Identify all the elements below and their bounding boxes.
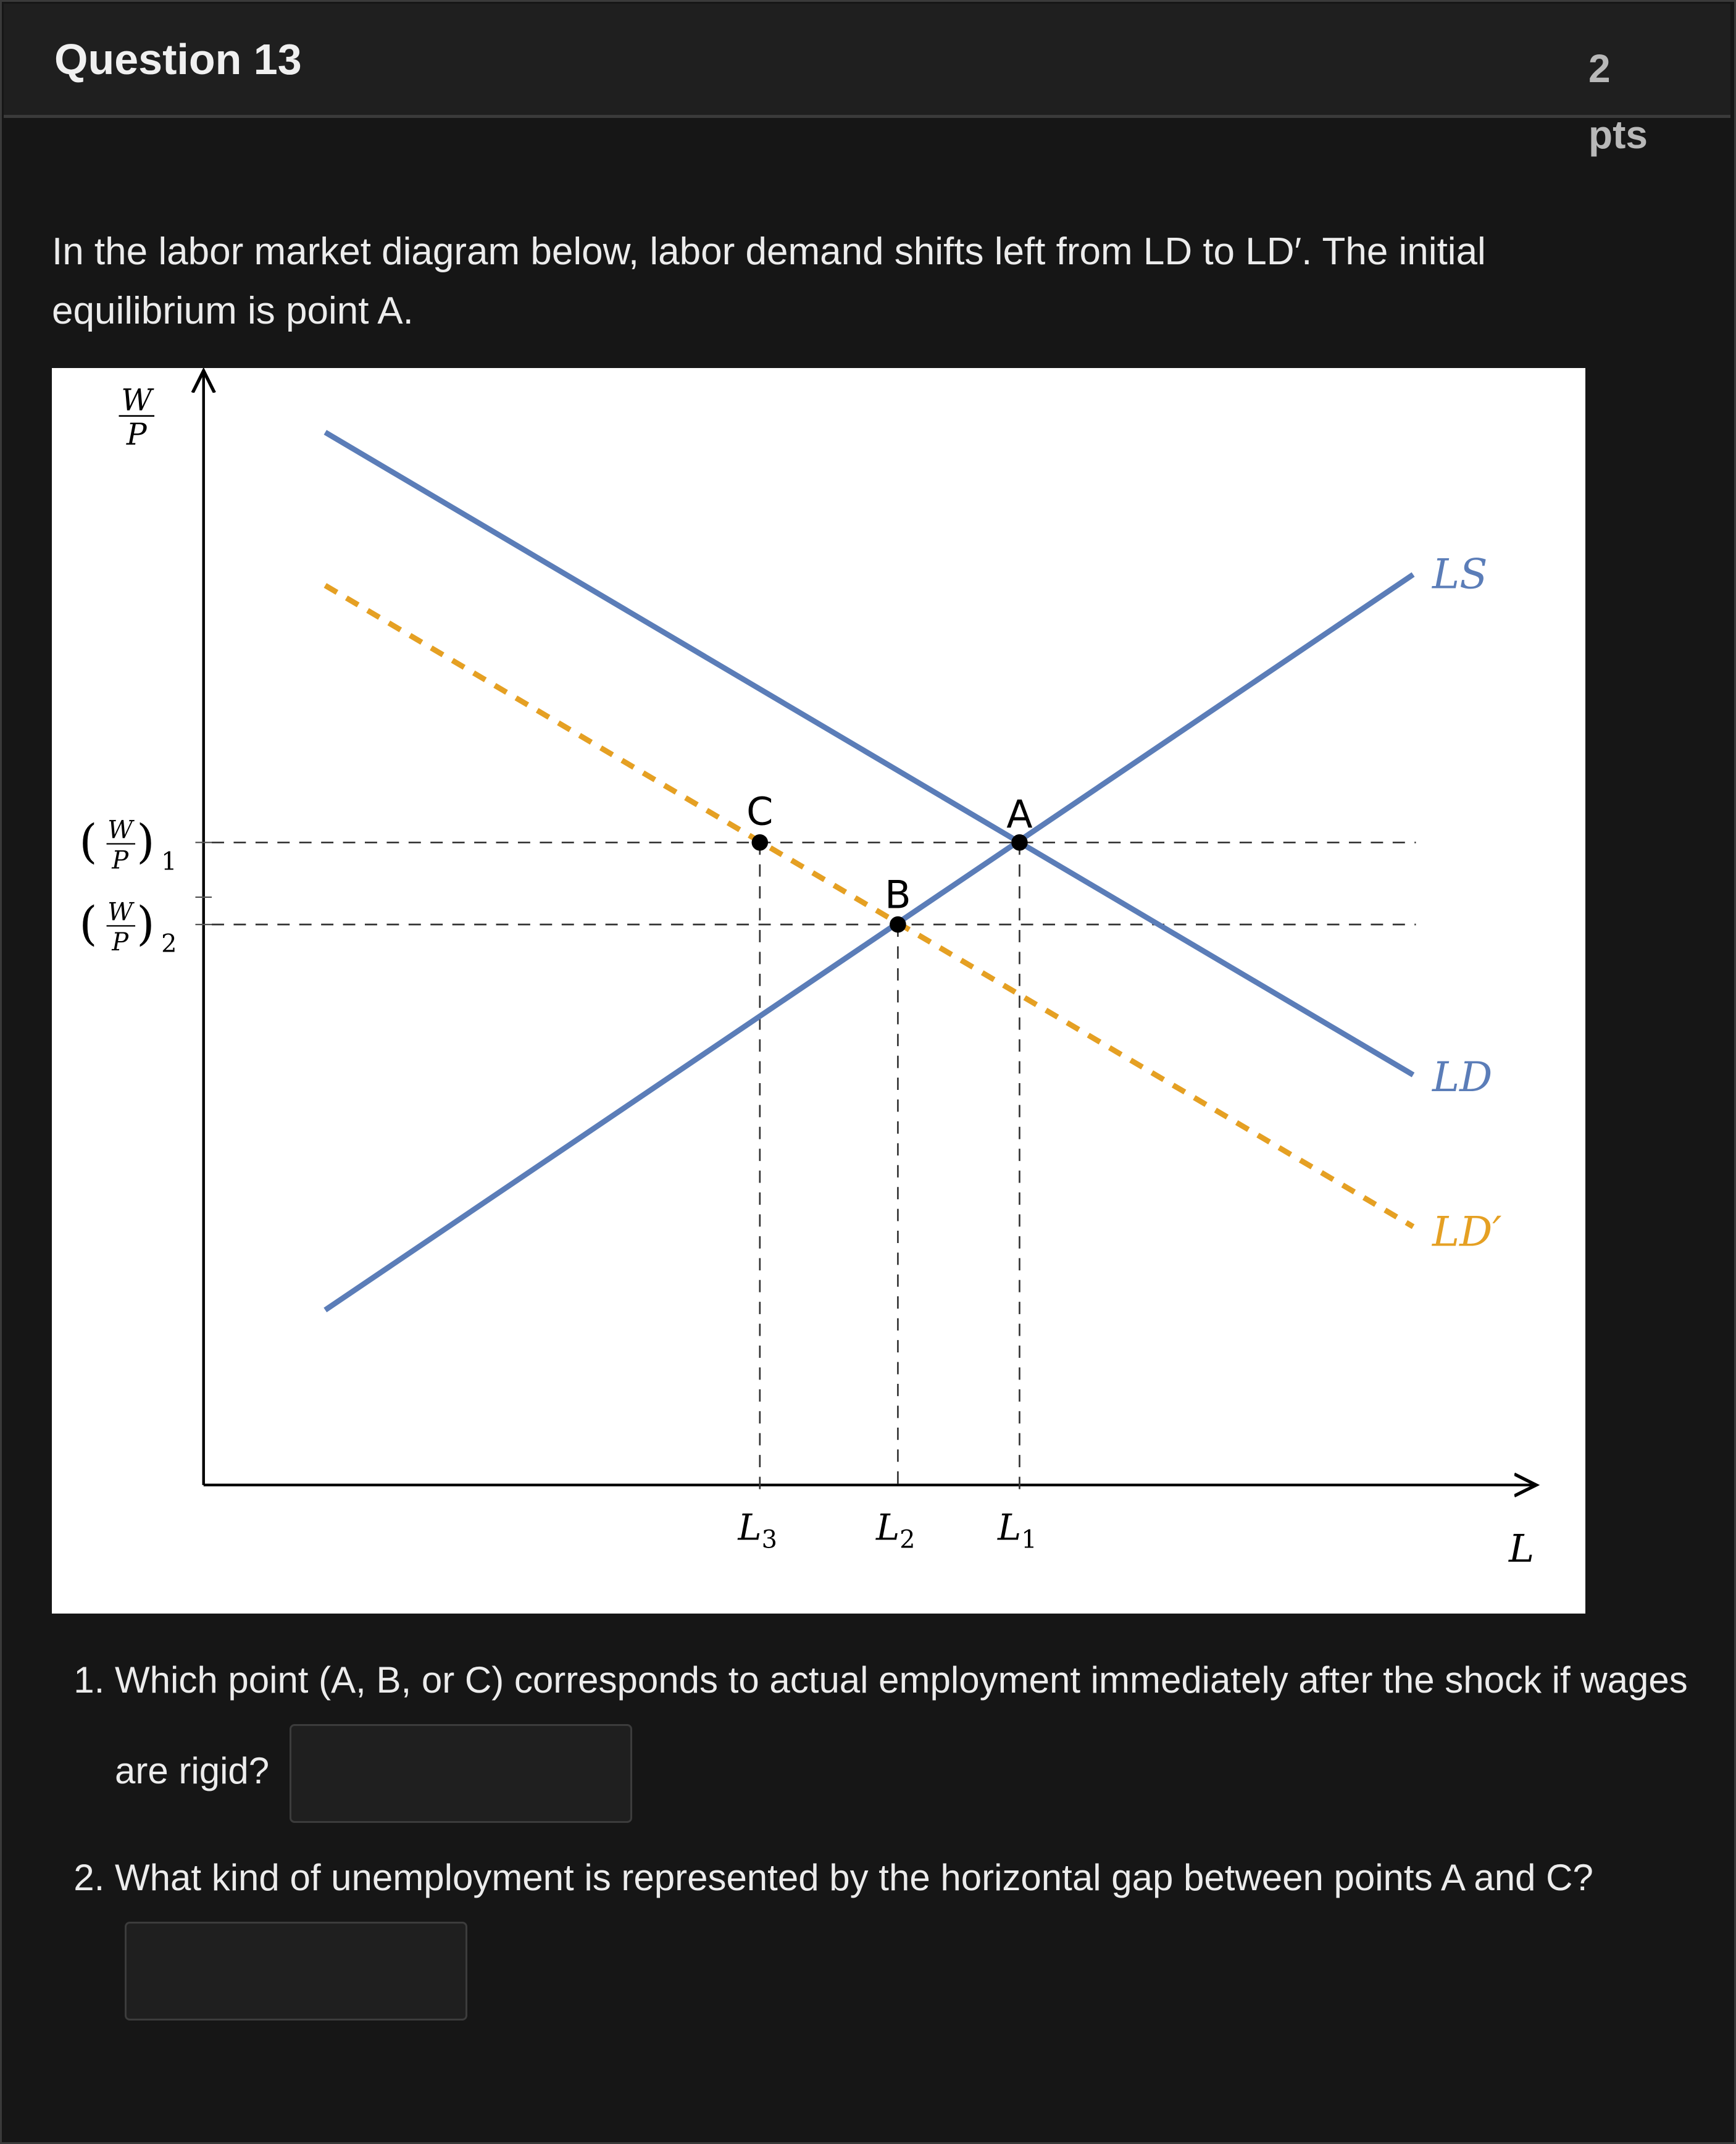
y-tick-w1-den: P	[111, 846, 129, 874]
y-tick-w1-paren: )	[136, 814, 154, 869]
points: 2 pts	[1588, 36, 1675, 168]
point-a	[1011, 834, 1028, 851]
ld-prime-curve	[323, 583, 1415, 1229]
ld-prime-label: LD′	[1432, 1207, 1501, 1255]
y-axis-label-den: P	[126, 417, 148, 452]
point-b-label: B	[885, 873, 911, 918]
point-c	[751, 834, 769, 851]
question-prompt: In the labor market diagram below, labor…	[52, 230, 1486, 332]
answer-input-2[interactable]	[125, 1922, 467, 2020]
y-tick-w2-den: P	[111, 928, 129, 957]
ls-curve	[323, 572, 1415, 1313]
question-item: What kind of unemployment is represented…	[115, 1834, 1695, 2020]
points-unit: pts	[1588, 112, 1648, 157]
answer-input-1[interactable]	[289, 1724, 632, 1823]
x-axis-label: L	[1508, 1526, 1534, 1571]
points-value: 2	[1588, 46, 1611, 91]
question-title: Question 13	[54, 35, 302, 83]
ld-curve	[323, 430, 1415, 1078]
question-list: Which point (A, B, or C) corresponds to …	[0, 1636, 1695, 2032]
y-tick-w2-num: W	[107, 898, 135, 926]
y-axis-label-num: W	[121, 383, 154, 418]
ls-label: LS	[1432, 550, 1488, 598]
y-tick-w1-num: W	[107, 816, 135, 845]
question-text: Which point (A, B, or C) corresponds to …	[115, 1659, 1688, 1791]
y-tick-w2-sub: 2	[161, 929, 177, 958]
labor-market-diagram: A B C LS LD LD′ W P ( W P ) 1 ( W P ) 2 …	[52, 368, 1585, 1614]
y-tick-w2-paren: (	[79, 896, 97, 950]
y-tick-w1-paren: (	[79, 814, 97, 869]
point-a-label: A	[1006, 792, 1032, 837]
x-tick-l3: L3	[737, 1507, 777, 1554]
question-text: What kind of unemployment is represented…	[115, 1857, 1593, 1898]
x-tick-l1: L1	[997, 1507, 1037, 1554]
ld-label: LD	[1432, 1053, 1492, 1101]
question-item: Which point (A, B, or C) corresponds to …	[115, 1636, 1695, 1823]
point-b	[890, 916, 906, 933]
question-header: Question 13 2 pts	[4, 4, 1730, 157]
x-tick-l2: L2	[875, 1507, 916, 1554]
point-c-label: C	[746, 789, 773, 834]
diagram-svg: A B C LS LD LD′ W P ( W P ) 1 ( W P ) 2 …	[79, 368, 1585, 1571]
y-tick-w2-paren: )	[136, 896, 154, 950]
y-tick-w1-sub: 1	[161, 848, 177, 876]
